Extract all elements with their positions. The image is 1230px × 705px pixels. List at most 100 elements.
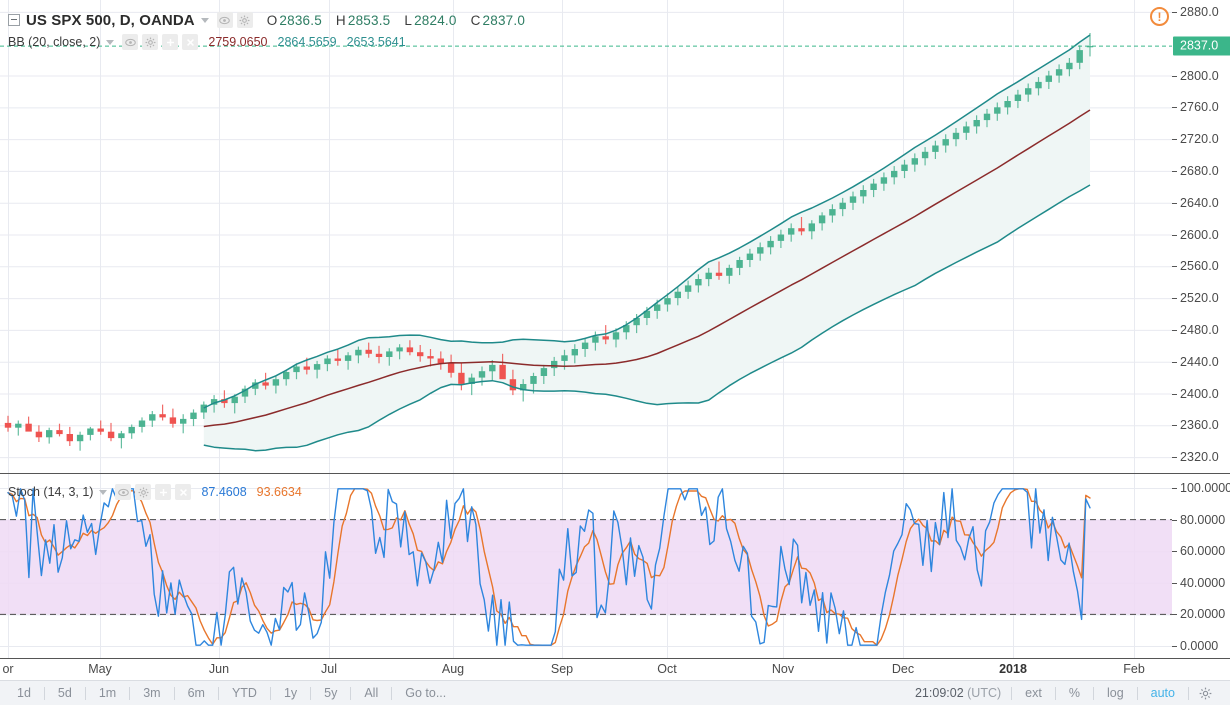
chevron-down-icon[interactable]: [106, 39, 115, 45]
plus-icon[interactable]: [162, 34, 179, 50]
alert-exclamation-icon[interactable]: !: [1150, 7, 1169, 26]
divider: [1136, 686, 1138, 700]
stoch-k-value: 87.4608: [201, 485, 247, 499]
symbol-title[interactable]: US SPX 500, D, OANDA: [26, 11, 195, 29]
gear-icon[interactable]: [1189, 687, 1222, 700]
main-legend: US SPX 500, D, OANDA O 2836.5 H 2853.5 L 28…: [8, 10, 525, 30]
option-auto[interactable]: auto: [1150, 686, 1175, 700]
range-button-5y[interactable]: 5y: [324, 686, 338, 700]
eye-icon[interactable]: [115, 484, 132, 500]
divider: [129, 686, 131, 700]
gear-icon[interactable]: [236, 12, 253, 28]
axis-tick: [1172, 202, 1230, 204]
last-price-badge[interactable]: 2837.0: [1173, 36, 1230, 56]
range-button-1y[interactable]: 1y: [283, 686, 298, 700]
price-axis-label: 2400.0: [1180, 386, 1219, 401]
divider: [391, 686, 393, 700]
minus-box-icon[interactable]: [8, 14, 20, 26]
bollinger-bands-legend: BB (20, close, 2) 2759.0650 2864.5659 26…: [8, 34, 406, 50]
axis-tick: [1172, 170, 1230, 172]
price-axis-label: 2680.0: [1180, 163, 1219, 178]
price-axis-label: 2760.0: [1180, 100, 1219, 115]
axis-tick: [1172, 11, 1230, 13]
time-axis-separator: [0, 658, 1230, 659]
time-axis[interactable]: or May Jun Jul Aug Sep Oct Nov Dec 2018 Feb: [0, 659, 1230, 680]
divider: [310, 686, 312, 700]
option-group: ext% log auto: [1012, 681, 1188, 705]
range-button-1d[interactable]: 1d: [17, 686, 31, 700]
axis-tick: [1172, 361, 1230, 363]
eye-icon[interactable]: [216, 12, 233, 28]
option-log[interactable]: log: [1106, 686, 1124, 700]
bb-upper-value: 2864.5659: [277, 35, 337, 49]
axis-tick: [1172, 393, 1230, 395]
close-icon[interactable]: [182, 34, 199, 50]
bb-basis-value: 2759.0650: [208, 35, 268, 49]
range-button-5d[interactable]: 5d: [57, 686, 72, 700]
divider: [1092, 686, 1094, 700]
range-button-all[interactable]: All: [364, 686, 379, 700]
axis-tick: [1172, 551, 1230, 553]
stoch-axis-label: 0.0000: [1180, 639, 1219, 653]
time-axis-label: Dec: [891, 662, 915, 676]
divider: [173, 686, 175, 700]
chevron-down-icon[interactable]: [200, 17, 209, 23]
axis-tick: [1172, 329, 1230, 331]
price-axis-label: 2480.0: [1180, 322, 1219, 337]
price-axis-label: 2880.0: [1180, 4, 1219, 19]
range-button-goto[interactable]: Go to...: [405, 686, 447, 700]
axis-tick: [1172, 46, 1230, 47]
range-button-1m[interactable]: 1m: [98, 686, 117, 700]
time-axis-label: 2018: [999, 662, 1027, 676]
price-axis-label: 2640.0: [1180, 195, 1219, 210]
ohlc-high: H 2853.5: [335, 12, 391, 28]
price-axis-label: 2520.0: [1180, 291, 1219, 306]
ohlc-close: C 2837.0: [470, 12, 526, 28]
price-axis[interactable]: 2880.0 2800.0 2760.0 2720.0 2680.0 2640.0 2600…: [1172, 0, 1230, 473]
range-button-3m[interactable]: 3m: [143, 686, 161, 700]
divider: [1054, 686, 1056, 700]
stochastic-chart-surface: [0, 474, 1172, 658]
divider: [217, 686, 219, 700]
gear-icon[interactable]: [142, 34, 159, 50]
chart-options: 21:09:02 (UTC) ext% log auto: [905, 681, 1230, 705]
stoch-axis-label: 40.0000: [1180, 575, 1226, 590]
price-axis-label: 2440.0: [1180, 354, 1219, 369]
axis-tick: [1172, 139, 1230, 141]
ohlc-low: L 2824.0: [404, 12, 457, 28]
time-axis-label: Feb: [1123, 662, 1145, 676]
price-pane[interactable]: [0, 0, 1172, 473]
eye-icon[interactable]: [122, 34, 139, 50]
stoch-indicator-name[interactable]: Stoch (14, 3, 1): [8, 485, 94, 499]
ohlc-open: O 2836.5: [266, 12, 322, 28]
option-x[interactable]: %: [1068, 686, 1080, 700]
stochastic-axis[interactable]: 100.0000 80.0000 60.0000 40.0000 20.0000 0.00…: [1172, 474, 1230, 658]
axis-tick: [1172, 298, 1230, 300]
plus-icon[interactable]: [155, 484, 172, 500]
alert-glyph: !: [1157, 9, 1162, 24]
divider: [269, 686, 271, 700]
bb-indicator-name[interactable]: BB (20, close, 2): [8, 35, 101, 49]
price-axis-label: 2360.0: [1180, 418, 1219, 433]
divider: [43, 686, 45, 700]
price-axis-label: 2600.0: [1180, 227, 1219, 242]
range-button-ytd[interactable]: YTD: [231, 686, 257, 700]
stochastic-legend: Stoch (14, 3, 1) 87.4608 93.6634: [8, 484, 302, 500]
price-axis-label: 2800.0: [1180, 68, 1219, 83]
time-axis-label: Jun: [208, 662, 230, 676]
time-axis-label: Aug: [441, 662, 465, 676]
stochastic-pane[interactable]: [0, 474, 1172, 658]
axis-tick: [1172, 614, 1230, 616]
option-ext[interactable]: ext: [1025, 686, 1042, 700]
chevron-down-icon[interactable]: [99, 489, 108, 495]
axis-tick: [1172, 488, 1230, 489]
price-chart-surface: [0, 0, 1172, 473]
gear-icon[interactable]: [135, 484, 152, 500]
time-axis-label: Oct: [657, 662, 677, 676]
axis-tick: [1172, 646, 1230, 647]
divider: [1011, 686, 1013, 700]
stoch-axis-label: 80.0000: [1180, 512, 1226, 527]
range-button-6m[interactable]: 6m: [187, 686, 205, 700]
close-icon[interactable]: [175, 484, 192, 500]
time-axis-label: May: [88, 662, 112, 676]
